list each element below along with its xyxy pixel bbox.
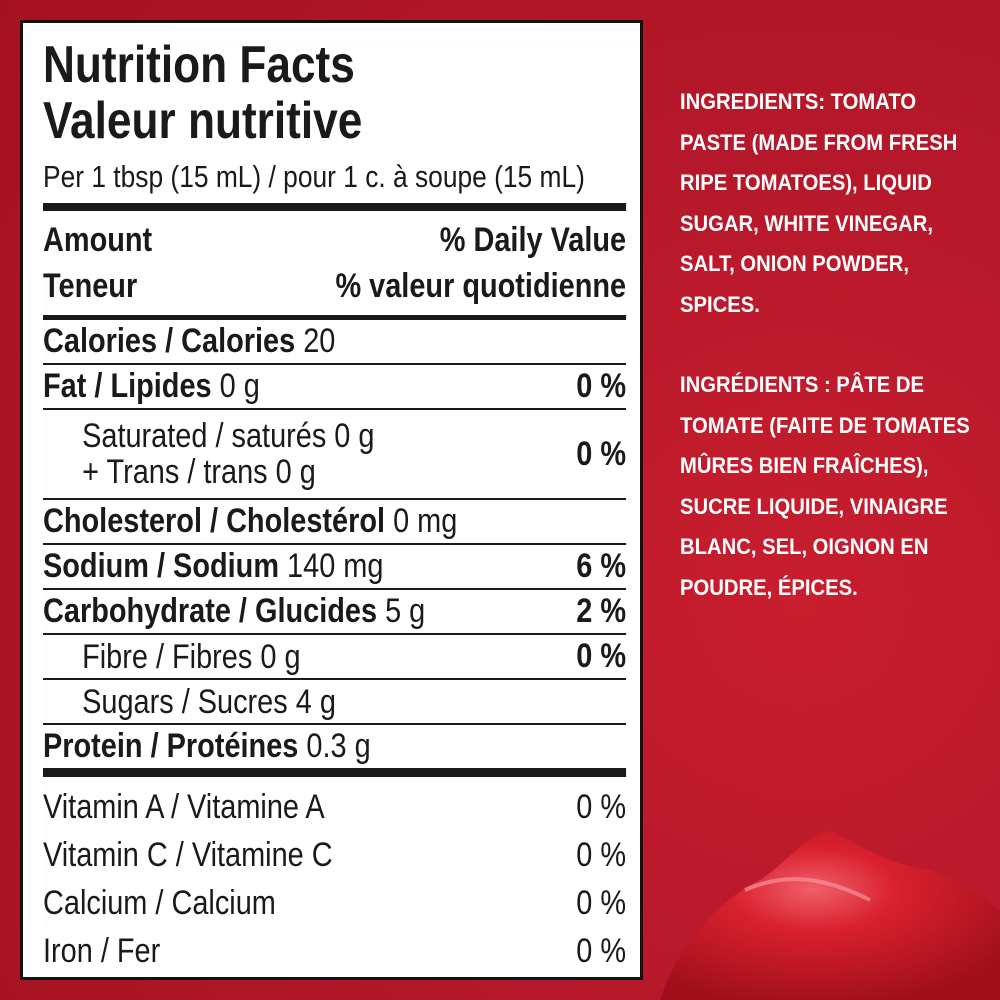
nutrient-amount: 0 g	[219, 367, 260, 405]
nutrient-row: Calories / Calories 20	[43, 320, 627, 365]
nutrient-row: Carbohydrate / Glucides 5 g 2 %	[43, 590, 627, 635]
vitamin-name: Vitamin A / Vitamine A	[43, 787, 325, 826]
daily-value: 2 %	[576, 592, 627, 630]
amount-header: Teneur	[43, 267, 138, 305]
vitamin-row: Iron / Fer 0 %	[43, 927, 626, 975]
vitamin-row: Calcium / Calcium 0 %	[43, 879, 626, 927]
thick-rule	[43, 203, 627, 211]
ingredients: INGREDIENTS: TOMATO PASTE (MADE FROM FRE…	[680, 82, 980, 648]
vitamin-name: Vitamin C / Vitamine C	[43, 835, 333, 874]
daily-value: 0 %	[576, 835, 627, 874]
daily-value: 0 %	[576, 883, 627, 922]
nutrient-name: Protein / Protéines 0.3 g	[43, 727, 371, 766]
sub-nutrient-line: Fibre / Fibres 0 g	[82, 637, 301, 676]
header-row: Teneur % valeur quotidienne	[43, 263, 626, 309]
nutrient-amount: 0.3 g	[306, 727, 371, 765]
nutrient-amount: 5 g	[385, 592, 426, 630]
daily-value: 0 %	[576, 637, 627, 675]
nutrient-amount: 0 mg	[393, 502, 458, 540]
thick-rule	[43, 770, 627, 777]
nutrient-label: Calories / Calories	[43, 322, 296, 360]
nutrient-label: Protein / Protéines	[43, 727, 299, 765]
nutrient-amount: 140 mg	[287, 547, 384, 585]
title: Valeur nutritive	[43, 92, 363, 150]
nutrient-row: Sodium / Sodium 140 mg 6 %	[43, 545, 627, 590]
sub-nutrient-line: Saturated / saturés 0 g	[82, 417, 375, 455]
vitamin-row: Vitamin C / Vitamine C 0 %	[43, 831, 626, 879]
daily-value: 0 %	[576, 367, 627, 405]
daily-value: 0 %	[576, 931, 627, 970]
ingredients-english: INGREDIENTS: TOMATO PASTE (MADE FROM FRE…	[680, 89, 958, 317]
header-row: Amount % Daily Value	[43, 217, 626, 263]
daily-value: 0 %	[576, 787, 627, 826]
title: Nutrition Facts	[43, 36, 355, 94]
sub-nutrient-name: Saturated / saturés 0 g + Trans / trans 0…	[82, 418, 374, 490]
ingredients-french: INGRÉDIENTS : PÂTE DE TOMATE (FAITE DE T…	[680, 372, 970, 600]
sub-nutrient-row: Fibre / Fibres 0 g 0 %	[43, 635, 627, 680]
nutrient-label: Sodium / Sodium	[43, 547, 280, 585]
dv-header: % Daily Value	[439, 221, 627, 259]
nutrient-label: Carbohydrate / Glucides	[43, 592, 378, 630]
vitamin-row: Vitamin A / Vitamine A 0 %	[43, 783, 626, 831]
nutrient-row: Cholesterol / Cholestérol 0 mg	[43, 500, 627, 545]
dv-header: % valeur quotidienne	[335, 267, 627, 305]
sub-nutrient-name: Sugars / Sucres 4 g	[82, 684, 336, 720]
nutrient-name: Fat / Lipides 0 g	[43, 367, 260, 406]
nutrient-name: Calories / Calories 20	[43, 322, 335, 361]
sub-nutrient-row: Sugars / Sucres 4 g	[43, 680, 627, 725]
serving-size: Per 1 tbsp (15 mL) / pour 1 c. à soupe (…	[43, 159, 585, 194]
nutrient-amount: 20	[303, 322, 336, 360]
nutrient-name: Carbohydrate / Glucides 5 g	[43, 592, 425, 631]
nutrient-name: Sodium / Sodium 140 mg	[43, 547, 383, 586]
nutrient-row: Fat / Lipides 0 g 0 %	[43, 365, 627, 410]
nutrient-label: Fat / Lipides	[43, 367, 212, 405]
nutrient-label: Cholesterol / Cholestérol	[43, 502, 386, 540]
nutrient-row: Protein / Protéines 0.3 g	[43, 725, 627, 770]
sub-nutrient-line: + Trans / trans 0 g	[82, 453, 316, 491]
label-content: Nutrition Facts Valeur nutritive Per 1 t…	[43, 23, 627, 975]
medium-rule	[43, 315, 627, 320]
sub-nutrient-name: Fibre / Fibres 0 g	[82, 639, 300, 675]
nutrient-name: Cholesterol / Cholestérol 0 mg	[43, 502, 457, 541]
daily-value: 6 %	[576, 547, 627, 585]
sub-nutrient-line: Sugars / Sucres 4 g	[82, 682, 336, 721]
daily-value: 0 %	[576, 434, 627, 473]
vitamin-name: Iron / Fer	[43, 931, 161, 970]
vitamin-name: Calcium / Calcium	[43, 883, 276, 922]
amount-header: Amount	[43, 221, 153, 259]
nutrition-label: Nutrition Facts Valeur nutritive Per 1 t…	[20, 20, 643, 980]
sub-nutrient-row: Saturated / saturés 0 g + Trans / trans 0…	[43, 410, 627, 500]
